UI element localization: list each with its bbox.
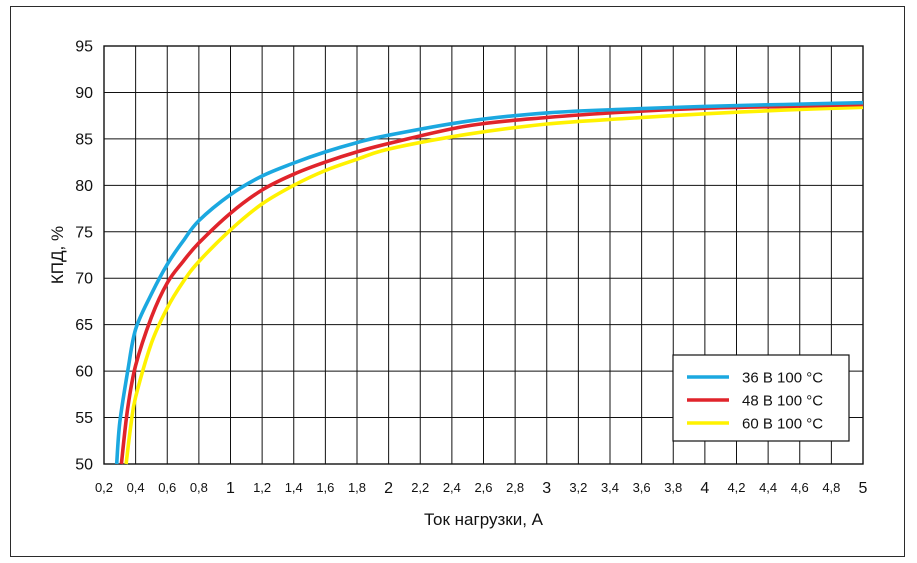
y-tick-label: 60	[75, 364, 93, 381]
y-axis-ticks: 50 55 60 65 70 75 80 85 90 95	[75, 39, 93, 474]
y-tick-label: 90	[75, 85, 93, 102]
x-tick-label: 3,6	[633, 480, 651, 495]
y-tick-label: 95	[75, 39, 93, 56]
y-tick-label: 85	[75, 131, 93, 148]
x-axis-ticks: 0,2 0,4 0,6 0,8 1 1,2 1,4 1,6 1,8 2 2,2 2,4 2,6 2,8 3 3…	[95, 480, 868, 497]
grid-lines	[103, 45, 864, 465]
x-tick-label: 1,8	[348, 480, 366, 495]
legend-entry: 36 В 100 °С	[687, 370, 823, 387]
series-layer	[114, 100, 864, 465]
y-axis-title: КПД, %	[48, 226, 67, 284]
x-tick-label: 1,2	[253, 480, 271, 495]
y-tick-label: 50	[75, 457, 93, 474]
x-tick-label: 4,6	[791, 480, 809, 495]
x-tick-label: 4	[700, 480, 709, 497]
x-tick-label: 4,2	[727, 480, 745, 495]
legend-label: 36 В 100 °С	[742, 370, 823, 387]
x-tick-label: 5	[859, 480, 868, 497]
x-axis-title: Ток нагрузки, А	[424, 510, 544, 529]
y-tick-label: 75	[75, 224, 93, 241]
x-tick-label: 0,2	[95, 480, 113, 495]
x-tick-label: 1,4	[285, 480, 303, 495]
x-tick-label: 3,2	[569, 480, 587, 495]
y-tick-label: 70	[75, 271, 93, 288]
x-tick-label: 2,2	[411, 480, 429, 495]
series-line-1	[114, 100, 864, 465]
legend-label: 48 В 100 °С	[742, 393, 823, 410]
series-line-2	[119, 102, 864, 465]
x-tick-label: 2,6	[474, 480, 492, 495]
legend-label: 60 В 100 °С	[742, 416, 823, 433]
plot-area-border	[103, 45, 864, 465]
legend-box	[672, 354, 850, 442]
x-tick-label: 1	[226, 480, 235, 497]
x-tick-label: 3,8	[664, 480, 682, 495]
x-tick-label: 3,4	[601, 480, 619, 495]
legend: 36 В 100 °С 48 В 100 °С 60 В 100 °С	[672, 354, 850, 442]
x-tick-label: 2,8	[506, 480, 524, 495]
x-tick-label: 4,4	[759, 480, 777, 495]
x-tick-label: 1,6	[316, 480, 334, 495]
x-tick-label: 4,8	[822, 480, 840, 495]
series-line-3	[124, 105, 864, 465]
x-tick-label: 0,6	[158, 480, 176, 495]
y-tick-label: 55	[75, 410, 93, 427]
chart-frame	[10, 6, 905, 557]
x-tick-label: 0,4	[127, 480, 145, 495]
x-tick-label: 2,4	[443, 480, 461, 495]
legend-entry: 60 В 100 °С	[687, 416, 823, 433]
y-tick-label: 65	[75, 317, 93, 334]
y-tick-label: 80	[75, 178, 93, 195]
x-tick-label: 2	[384, 480, 393, 497]
x-tick-label: 3	[542, 480, 551, 497]
legend-entry: 48 В 100 °С	[687, 393, 823, 410]
x-tick-label: 0,8	[190, 480, 208, 495]
